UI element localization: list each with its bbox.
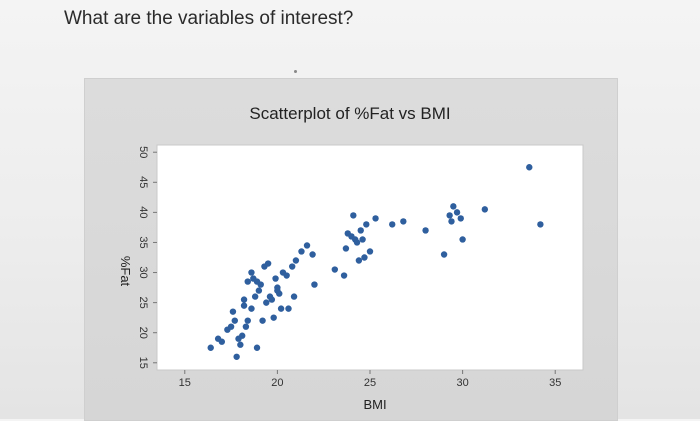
data-point — [242, 323, 250, 330]
data-point — [253, 278, 261, 285]
data-point — [459, 236, 466, 243]
data-point — [309, 251, 316, 258]
data-point — [422, 227, 429, 234]
data-point — [239, 332, 246, 339]
x-tick-label: 15 — [179, 377, 191, 389]
data-point — [244, 317, 251, 324]
chart-figure: Scatterplot of %Fat vs BMI BMI %Fat 15 20… — [84, 78, 618, 421]
x-tick-label: 20 — [271, 377, 283, 389]
x-axis-label: BMI — [363, 397, 386, 412]
data-point — [233, 353, 240, 360]
y-tick-label: 50 — [137, 146, 149, 158]
data-point — [289, 263, 296, 270]
data-point — [481, 206, 489, 213]
data-point — [240, 296, 248, 303]
x-tick-label: 25 — [364, 377, 376, 389]
plot-area — [156, 144, 584, 371]
data-point — [366, 248, 374, 255]
data-point — [372, 215, 379, 222]
scatterplot-svg: Scatterplot of %Fat vs BMI BMI %Fat 15 20… — [118, 104, 584, 412]
data-point — [298, 248, 305, 255]
data-point — [350, 212, 357, 219]
data-point — [448, 218, 455, 225]
data-point — [227, 323, 235, 330]
data-point — [359, 236, 366, 243]
data-point — [340, 272, 348, 279]
y-axis-label: %Fat — [118, 256, 133, 287]
data-point — [342, 245, 350, 252]
data-point — [537, 221, 544, 228]
y-ticks: 15 20 25 30 35 40 45 50 — [137, 146, 157, 369]
data-point — [446, 212, 453, 219]
data-point — [363, 221, 370, 228]
image-speck — [294, 70, 297, 73]
data-point — [283, 272, 290, 279]
data-point — [229, 308, 237, 315]
data-point — [231, 317, 238, 324]
data-point — [440, 251, 448, 258]
data-point — [400, 218, 407, 225]
data-point — [255, 287, 263, 294]
data-point — [251, 293, 259, 300]
data-point — [207, 344, 214, 351]
data-point — [361, 254, 368, 261]
data-point — [268, 296, 276, 303]
data-point — [453, 209, 461, 216]
y-tick-label: 30 — [137, 266, 149, 278]
data-point — [292, 257, 300, 264]
data-point — [240, 302, 248, 309]
data-point — [248, 269, 255, 276]
data-point — [355, 257, 363, 264]
data-point — [272, 275, 279, 282]
data-point — [218, 338, 226, 345]
data-point — [285, 305, 292, 312]
data-point — [353, 239, 361, 246]
data-point — [290, 293, 298, 300]
data-point — [270, 314, 277, 321]
y-tick-label: 40 — [137, 206, 149, 218]
data-point — [457, 215, 464, 222]
x-ticks: 15 20 25 30 35 — [179, 370, 561, 389]
data-point — [277, 305, 285, 312]
data-point — [276, 290, 283, 297]
data-point — [357, 227, 364, 234]
y-tick-label: 15 — [137, 357, 149, 369]
data-point — [259, 317, 266, 324]
data-point — [263, 299, 270, 306]
data-points — [207, 164, 544, 360]
y-tick-label: 45 — [137, 176, 149, 188]
data-point — [244, 278, 251, 285]
data-point — [450, 203, 457, 210]
y-tick-label: 25 — [137, 296, 149, 308]
data-point — [274, 284, 281, 291]
data-point — [303, 242, 311, 249]
data-point — [331, 266, 339, 273]
chart-title: Scatterplot of %Fat vs BMI — [249, 104, 450, 123]
data-point — [344, 230, 351, 237]
data-point — [264, 260, 272, 267]
data-point — [253, 344, 261, 351]
data-point — [237, 341, 244, 348]
data-point — [248, 305, 255, 312]
data-point — [311, 281, 318, 288]
x-tick-label: 35 — [549, 377, 561, 389]
data-point — [389, 221, 396, 228]
y-tick-label: 20 — [137, 327, 149, 339]
x-tick-label: 30 — [456, 377, 468, 389]
data-point — [526, 164, 533, 171]
y-tick-label: 35 — [137, 236, 149, 248]
question-text: What are the variables of interest? — [64, 8, 354, 29]
